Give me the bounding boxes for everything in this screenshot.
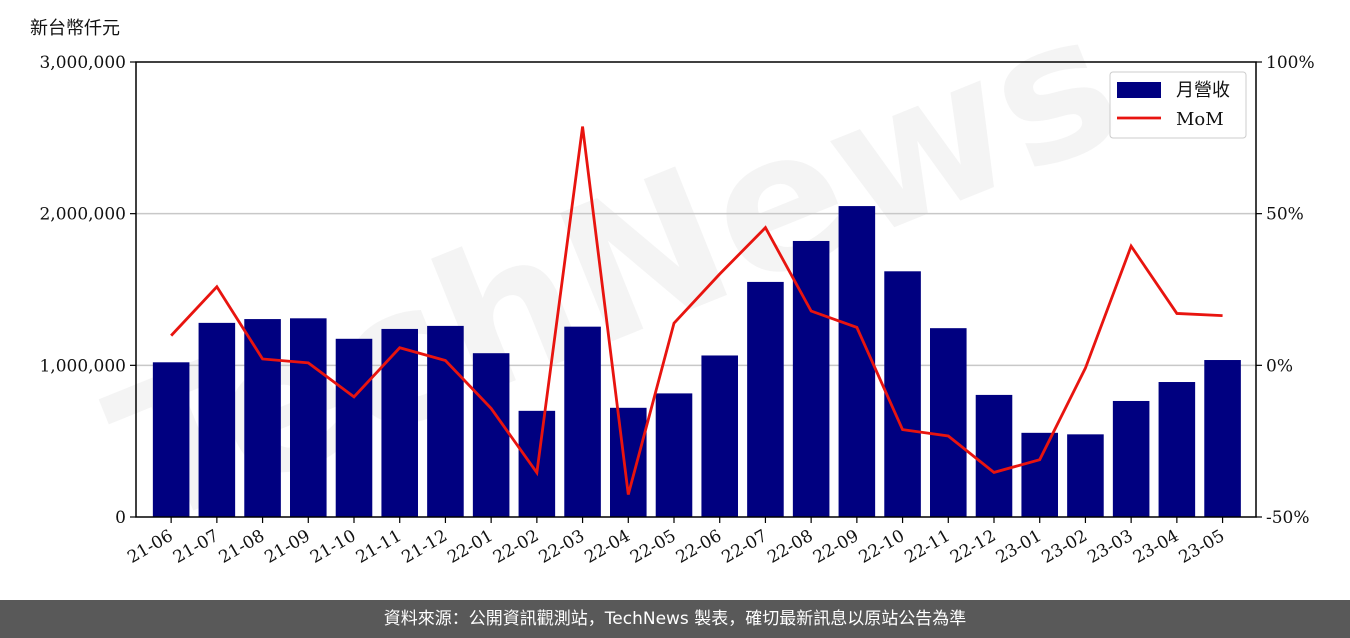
bar-22-03: [564, 326, 601, 517]
bar-22-04: [610, 407, 647, 517]
bar-21-09: [290, 318, 327, 517]
bar-21-07: [198, 322, 236, 517]
x-tick-label-22-01: 22-01: [444, 526, 496, 568]
x-tick-label-21-12: 21-12: [398, 526, 450, 568]
x-tick-label-22-04: 22-04: [581, 526, 633, 568]
revenue-chart: TechNews 01,000,0002,000,0003,000,000-50…: [39, 0, 1315, 570]
legend-label-revenue: 月營收: [1176, 80, 1230, 101]
left-tick-label: 3,000,000: [39, 53, 126, 73]
bar-23-02: [1067, 434, 1104, 517]
bar-21-08: [244, 319, 281, 517]
x-tick-label-21-10: 21-10: [307, 526, 359, 568]
bar-22-06: [701, 355, 738, 517]
right-tick-label: 0%: [1266, 356, 1293, 376]
left-tick-label: 1,000,000: [39, 356, 126, 376]
bar-series: [152, 206, 1241, 518]
legend-swatch-bar: [1117, 82, 1161, 98]
bar-21-11: [381, 328, 418, 517]
x-tick-label-22-02: 22-02: [490, 526, 542, 568]
x-tick-label-22-07: 22-07: [718, 526, 770, 568]
bar-22-07: [747, 281, 784, 517]
bar-22-05: [655, 393, 693, 517]
bar-21-10: [335, 338, 373, 517]
bar-21-12: [427, 325, 464, 517]
bar-23-03: [1112, 400, 1150, 517]
bar-22-09: [838, 206, 876, 518]
bar-22-12: [975, 394, 1013, 517]
x-tick-label-23-05: 23-05: [1176, 526, 1228, 568]
x-tick-label-22-11: 22-11: [901, 526, 953, 568]
plot-frame: [135, 61, 1257, 518]
x-tick-label-21-09: 21-09: [261, 526, 313, 568]
source-footer: 資料來源：公開資訊觀測站，TechNews 製表，確切最新訊息以原站公告為準: [0, 600, 1350, 638]
x-tick-label-21-11: 21-11: [353, 526, 405, 568]
x-tick-label-23-04: 23-04: [1130, 526, 1182, 568]
right-tick-label: -50%: [1266, 508, 1310, 528]
x-tick-label-23-01: 23-01: [993, 526, 1045, 568]
left-tick-label: 0: [115, 508, 126, 528]
x-tick-label-22-06: 22-06: [673, 526, 725, 568]
left-tick-label: 2,000,000: [39, 205, 126, 225]
x-tick-label-23-02: 23-02: [1038, 526, 1090, 568]
right-tick-label: 50%: [1266, 205, 1304, 225]
bar-22-08: [792, 240, 830, 517]
mom-line-series: [170, 126, 1223, 495]
x-tick-label-23-03: 23-03: [1084, 526, 1136, 568]
bar-21-06: [152, 362, 190, 517]
x-tick-label-22-03: 22-03: [536, 526, 588, 568]
x-tick-label-22-12: 22-12: [947, 526, 999, 568]
right-tick-label: 100%: [1266, 53, 1315, 73]
y-axis-unit-label: 新台幣仟元: [30, 18, 120, 39]
bar-23-04: [1158, 382, 1196, 517]
bar-23-01: [1021, 432, 1058, 517]
x-tick-label-22-10: 22-10: [856, 526, 908, 568]
mom-line: [170, 126, 1223, 495]
x-tick-label-22-08: 22-08: [764, 526, 816, 568]
legend-label-mom: MoM: [1176, 109, 1224, 130]
bar-22-01: [472, 353, 510, 517]
legend: 月營收 MoM: [1109, 71, 1247, 139]
x-tick-label-22-05: 22-05: [627, 526, 679, 568]
bar-23-05: [1204, 360, 1241, 517]
bar-22-11: [930, 328, 967, 517]
bar-22-10: [884, 271, 921, 517]
x-tick-label-22-09: 22-09: [810, 526, 862, 568]
